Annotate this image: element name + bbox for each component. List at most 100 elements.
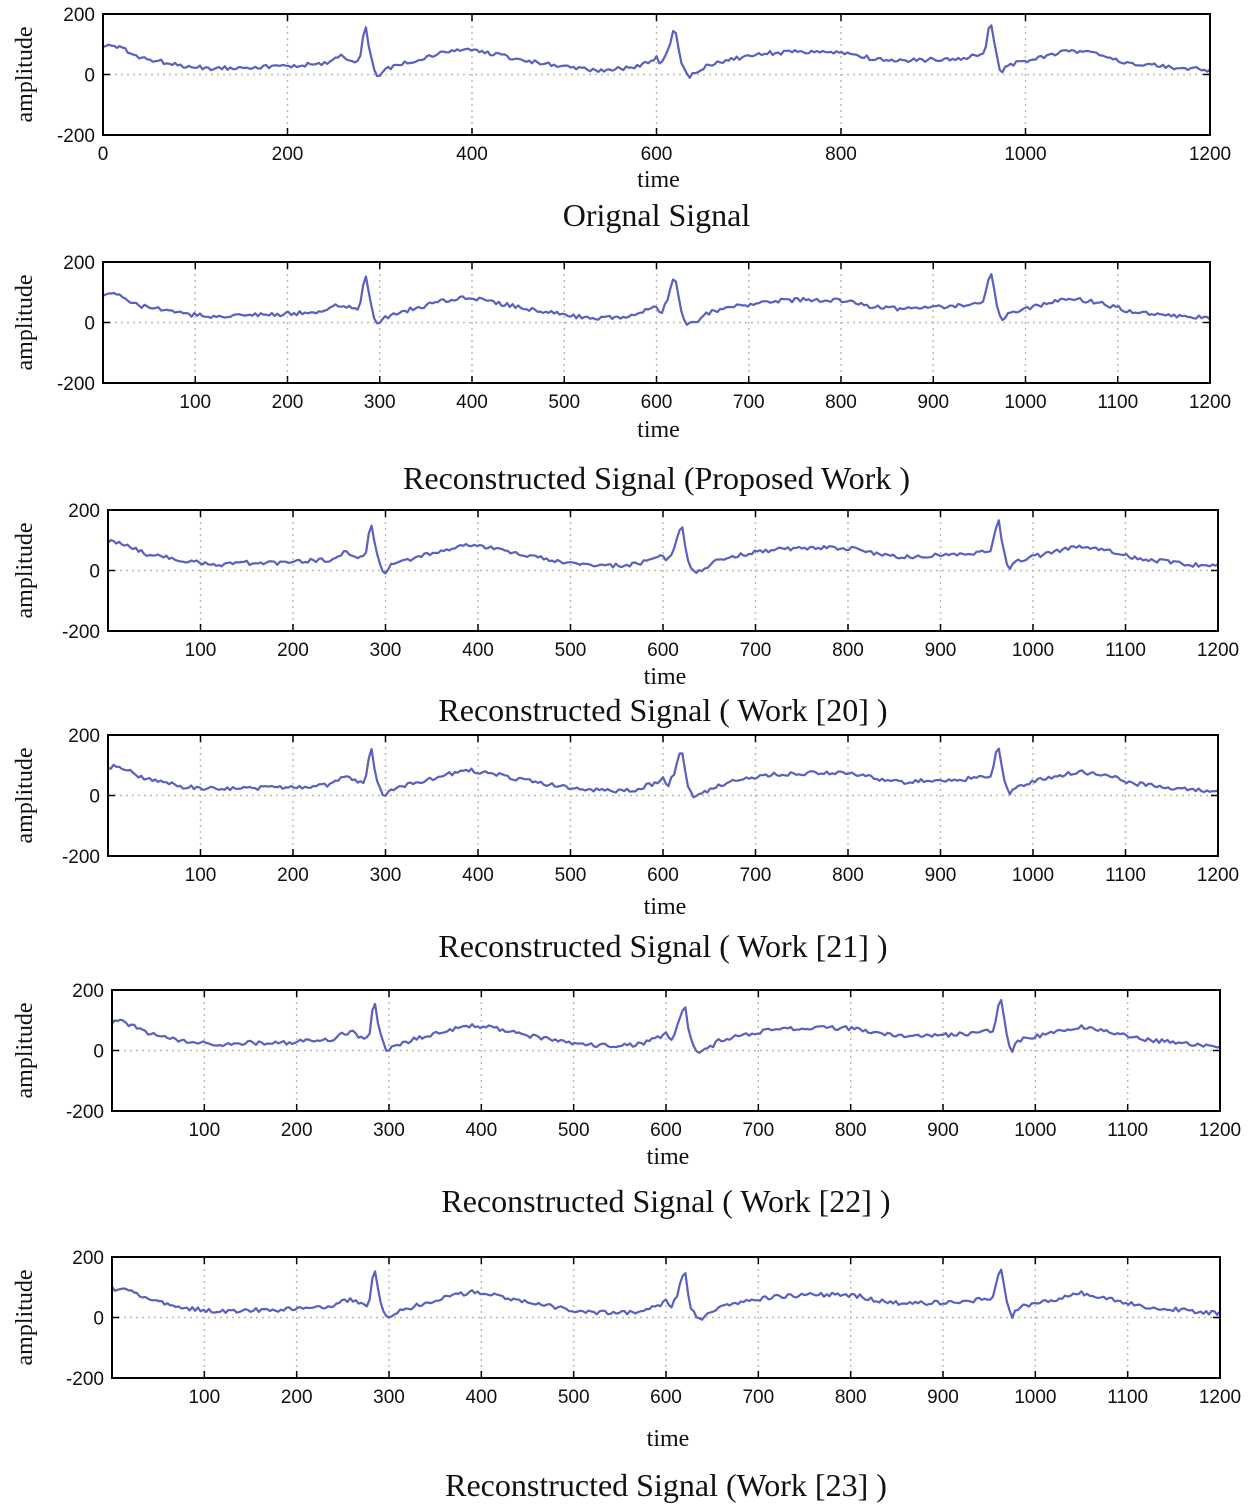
x-tick-label: 500 (548, 392, 580, 413)
x-tick-label: 200 (277, 640, 309, 661)
y-axis-label: amplitude (12, 1270, 38, 1366)
x-tick-label: 600 (647, 865, 679, 886)
x-tick-label: 200 (272, 392, 304, 413)
x-tick-label: 100 (188, 1387, 220, 1408)
signal-line (102, 273, 1211, 326)
x-tick-label: 400 (462, 865, 494, 886)
chart-panel: 100 200 300 400 500 600 700 800 900 1000 1100 1200 -… (12, 1248, 1241, 1503)
y-tick-label: 0 (93, 1309, 104, 1330)
x-tick-label: 900 (927, 1120, 959, 1141)
x-tick-label: 1000 (1014, 1387, 1056, 1408)
x-tick-label: 400 (456, 392, 488, 413)
x-tick-label: 800 (835, 1120, 867, 1141)
y-tick-label: 200 (68, 501, 100, 522)
signal-line (111, 1268, 1221, 1321)
x-tick-label: 700 (742, 1120, 774, 1141)
y-tick-label: -200 (66, 1102, 104, 1123)
signal-line (107, 747, 1219, 799)
x-tick-label: 200 (281, 1120, 313, 1141)
chart-title: Reconstructed Signal ( Work [20] ) (438, 692, 887, 728)
x-tick-label: 100 (179, 392, 211, 413)
x-tick-label: 1000 (1014, 1120, 1056, 1141)
x-tick-label: 100 (185, 865, 217, 886)
chart-title: Orignal Signal (563, 197, 751, 233)
y-tick-label: -200 (62, 847, 100, 868)
x-tick-label: 400 (465, 1120, 497, 1141)
x-tick-label: 600 (650, 1387, 682, 1408)
x-axis-label: time (647, 1426, 690, 1452)
y-tick-label: -200 (62, 622, 100, 643)
x-tick-label: 900 (925, 640, 957, 661)
x-tick-label: 1200 (1199, 1120, 1241, 1141)
y-axis-label: amplitude (12, 748, 38, 844)
x-tick-label: 100 (188, 1120, 220, 1141)
chart-title: Reconstructed Signal (Work [23] ) (445, 1467, 887, 1503)
x-tick-label: 900 (925, 865, 957, 886)
chart-title: Reconstructed Signal (Proposed Work ) (403, 460, 910, 496)
x-tick-label: 300 (373, 1120, 405, 1141)
x-axis-label: time (637, 417, 680, 443)
x-tick-label: 700 (740, 865, 772, 886)
x-tick-label: 0 (98, 144, 109, 165)
y-tick-label: -200 (57, 374, 95, 395)
y-tick-label: 200 (72, 981, 104, 1002)
x-tick-label: 600 (641, 144, 673, 165)
x-tick-label: 1100 (1105, 640, 1146, 661)
y-tick-label: 0 (93, 1042, 104, 1063)
x-tick-label: 500 (555, 865, 587, 886)
x-axis-label: time (647, 1144, 690, 1170)
x-tick-label: 700 (742, 1387, 774, 1408)
y-tick-label: 0 (84, 314, 95, 335)
x-axis-label: time (644, 664, 687, 690)
x-tick-label: 800 (825, 392, 857, 413)
x-tick-label: 1000 (1012, 865, 1054, 886)
chart-panel: 100 200 300 400 500 600 700 800 900 1000 1100 1200 -… (12, 726, 1239, 964)
x-tick-label: 600 (647, 640, 679, 661)
x-tick-label: 800 (835, 1387, 867, 1408)
x-tick-label: 1000 (1004, 392, 1046, 413)
x-tick-label: 1200 (1197, 865, 1239, 886)
y-axis-label: amplitude (12, 275, 38, 371)
signal-line (102, 24, 1211, 79)
x-tick-label: 700 (740, 640, 772, 661)
y-tick-label: 200 (68, 726, 100, 747)
x-tick-label: 300 (373, 1387, 405, 1408)
x-tick-label: 800 (825, 144, 857, 165)
y-tick-label: 200 (72, 1248, 104, 1269)
x-tick-label: 900 (917, 392, 949, 413)
x-tick-label: 1100 (1097, 392, 1138, 413)
y-tick-label: -200 (66, 1369, 104, 1390)
x-tick-label: 900 (927, 1387, 959, 1408)
chart-panel: 100 200 300 400 500 600 700 800 900 1000 1100 1200 -… (12, 253, 1231, 496)
x-tick-label: 100 (185, 640, 217, 661)
x-tick-label: 1200 (1189, 144, 1231, 165)
x-tick-label: 1000 (1004, 144, 1046, 165)
x-tick-label: 500 (558, 1387, 590, 1408)
chart-panel: 0 200 400 600 800 1000 1200-2000200timeamplitu… (12, 5, 1231, 233)
x-tick-label: 600 (641, 392, 673, 413)
chart-panel: 100 200 300 400 500 600 700 800 900 1000 1100 1200 -… (12, 981, 1241, 1219)
signal-line (111, 998, 1221, 1054)
x-tick-label: 1100 (1107, 1120, 1148, 1141)
x-tick-label: 400 (462, 640, 494, 661)
x-tick-label: 1200 (1197, 640, 1239, 661)
x-tick-label: 500 (558, 1120, 590, 1141)
x-tick-label: 1100 (1105, 865, 1146, 886)
x-tick-label: 1200 (1189, 392, 1231, 413)
chart-title: Reconstructed Signal ( Work [22] ) (441, 1183, 890, 1219)
x-tick-label: 700 (733, 392, 765, 413)
x-tick-label: 600 (650, 1120, 682, 1141)
x-tick-label: 1100 (1107, 1387, 1148, 1408)
x-tick-label: 500 (555, 640, 587, 661)
x-tick-label: 300 (370, 865, 402, 886)
x-tick-label: 400 (465, 1387, 497, 1408)
x-tick-label: 200 (281, 1387, 313, 1408)
y-tick-label: 0 (89, 787, 100, 808)
y-tick-label: 0 (84, 66, 95, 87)
x-tick-label: 1200 (1199, 1387, 1241, 1408)
x-axis-label: time (644, 894, 687, 920)
y-tick-label: -200 (57, 126, 95, 147)
x-tick-label: 200 (277, 865, 309, 886)
chart-title: Reconstructed Signal ( Work [21] ) (438, 928, 887, 964)
